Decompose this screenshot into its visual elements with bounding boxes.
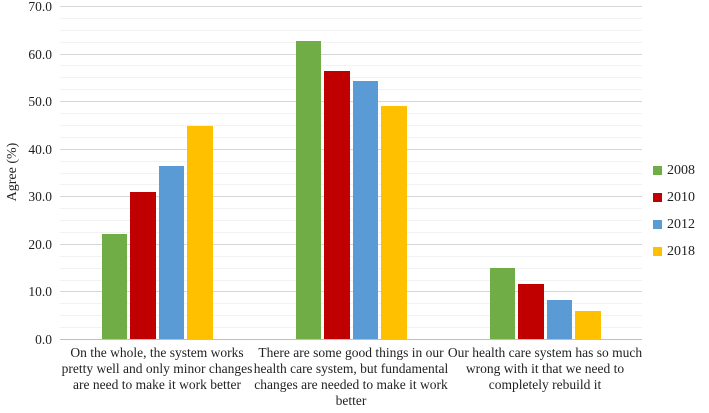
bar-2012-category-2	[352, 80, 378, 339]
legend-label: 2008	[667, 162, 695, 178]
minor-gridline	[60, 17, 642, 19]
legend: 2008 2010 2012 2018	[653, 157, 695, 265]
bar-2018-category-1	[187, 125, 213, 339]
minor-gridline	[60, 172, 642, 174]
y-tick-label: 40.0	[28, 141, 52, 157]
minor-gridline	[60, 89, 642, 91]
minor-gridline	[60, 29, 642, 31]
major-gridline	[60, 196, 642, 198]
y-axis-title: Agree (%)	[5, 142, 20, 202]
major-gridline	[60, 243, 642, 245]
minor-gridline	[60, 315, 642, 317]
legend-item-2018: 2018	[653, 238, 695, 265]
minor-gridline	[60, 41, 642, 43]
category-label-3: Our health care system has so much wrong…	[447, 345, 643, 392]
y-tick-label: 20.0	[28, 236, 52, 252]
minor-gridline	[60, 303, 642, 305]
minor-gridline	[60, 220, 642, 222]
y-tick-label: 60.0	[28, 46, 52, 62]
legend-label: 2010	[667, 189, 695, 205]
major-gridline	[60, 148, 642, 150]
minor-gridline	[60, 327, 642, 329]
legend-swatch-icon	[653, 247, 662, 256]
category-label-1: On the whole, the system works pretty we…	[61, 345, 253, 392]
plot-area	[60, 6, 642, 340]
minor-gridline	[60, 113, 642, 115]
bar-2018-category-2	[381, 106, 407, 339]
minor-gridline	[60, 160, 642, 162]
legend-label: 2012	[667, 216, 695, 232]
bar-2008-category-1	[101, 234, 127, 339]
x-axis-line	[60, 339, 642, 340]
legend-item-2012: 2012	[653, 211, 695, 238]
bar-2008-category-2	[295, 41, 321, 339]
minor-gridline	[60, 231, 642, 233]
minor-gridline	[60, 124, 642, 126]
major-gridline	[60, 53, 642, 55]
major-gridline	[60, 6, 642, 7]
y-tick-label: 0.0	[35, 332, 52, 347]
minor-gridline	[60, 208, 642, 210]
legend-swatch-icon	[653, 220, 662, 229]
bar-2010-category-2	[324, 70, 350, 339]
y-tick-label: 70.0	[28, 0, 52, 14]
bar-2010-category-1	[130, 191, 156, 339]
bar-2010-category-3	[518, 284, 544, 339]
bar-2008-category-3	[489, 268, 515, 339]
major-gridline	[60, 291, 642, 293]
bar-2012-category-3	[546, 300, 572, 339]
legend-swatch-icon	[653, 193, 662, 202]
bar-2018-category-3	[575, 310, 601, 339]
minor-gridline	[60, 65, 642, 67]
category-label-2: There are some good things in our health…	[253, 345, 449, 408]
minor-gridline	[60, 184, 642, 186]
legend-label: 2018	[667, 243, 695, 259]
bar-2012-category-1	[158, 165, 184, 339]
minor-gridline	[60, 267, 642, 269]
legend-swatch-icon	[653, 166, 662, 175]
minor-gridline	[60, 77, 642, 79]
major-gridline	[60, 101, 642, 103]
legend-item-2008: 2008	[653, 157, 695, 184]
y-tick-label: 30.0	[28, 189, 52, 205]
minor-gridline	[60, 279, 642, 281]
y-tick-label: 50.0	[28, 94, 52, 110]
y-tick-label: 10.0	[28, 284, 52, 300]
minor-gridline	[60, 255, 642, 257]
legend-item-2010: 2010	[653, 184, 695, 211]
minor-gridline	[60, 136, 642, 138]
